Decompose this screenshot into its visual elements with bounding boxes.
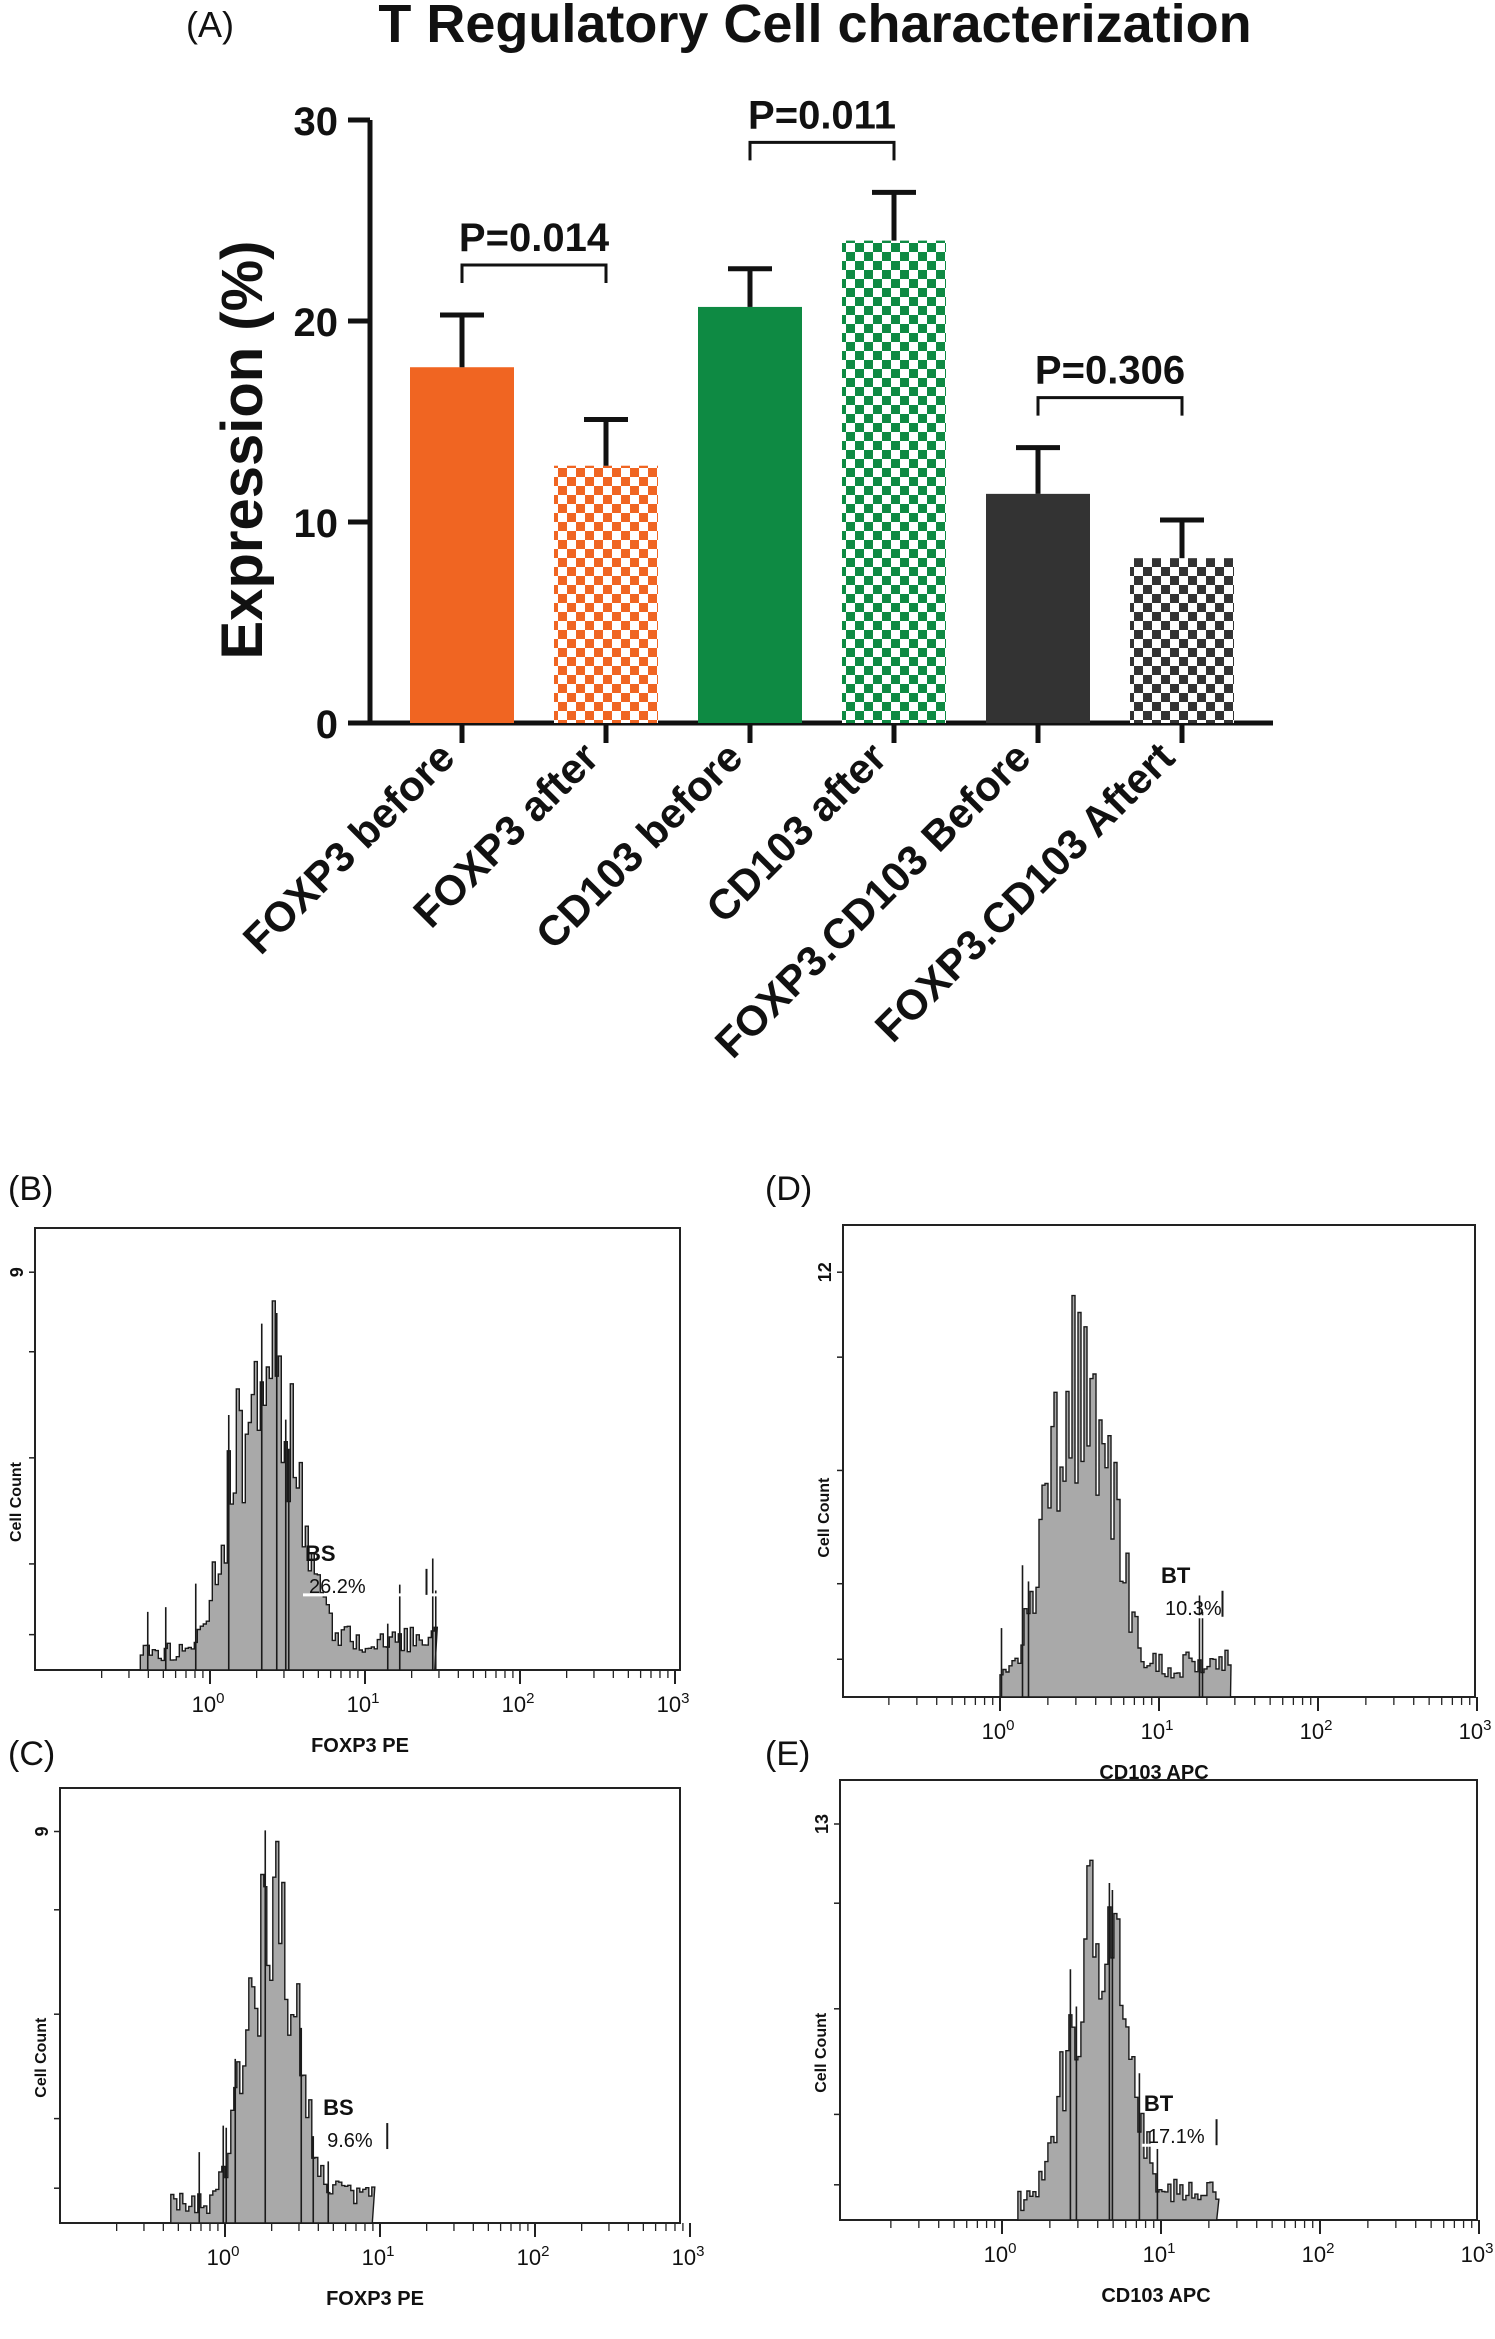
x-tick-label: 103 <box>1461 2240 1494 2267</box>
significance-bracket <box>460 263 608 283</box>
bar-foxp3-after <box>554 465 658 723</box>
x-tick-label: 100 <box>984 2240 1017 2267</box>
p-value-label: P=0.306 <box>1035 349 1185 393</box>
gate-percent: 10.3% <box>1165 1598 1222 1620</box>
chart-title: T Regulatory Cell characterization <box>378 0 1251 54</box>
panel-label: (C) <box>8 1735 55 1773</box>
x-tick-label: 101 <box>1141 1717 1174 1744</box>
bar-foxp3-before <box>410 367 514 723</box>
plot-frame <box>839 1779 1478 2221</box>
y-tick-label: 0 <box>316 703 338 747</box>
histogram-profile <box>1017 1859 1220 2221</box>
bar-foxp3-cd103-before <box>986 493 1090 723</box>
x-axis-title: FOXP3 PE <box>326 2288 424 2310</box>
gate-percent: 26.2% <box>309 1576 366 1598</box>
y-axis-label: Expression (%) <box>210 241 275 660</box>
histogram-panel-b: (B) BS 26.2% 100 101 102 103 FOXP3 PE Cell Count… <box>7 1170 689 1757</box>
gate-label: BS <box>305 1541 336 1566</box>
x-tick-label: 101 <box>362 2243 395 2270</box>
bar-cd103-after <box>842 240 946 723</box>
y-tick-label: 30 <box>294 100 339 144</box>
p-value-label: P=0.011 <box>748 93 896 137</box>
x-tick-label: 102 <box>517 2243 550 2270</box>
y-axis-title: Cell Count <box>8 1461 25 1542</box>
y-max-label: 9 <box>7 1267 27 1277</box>
x-tick-label: 102 <box>502 1690 535 1717</box>
x-tick-label: 103 <box>672 2243 705 2270</box>
histogram-panel-e: (E) BT 17.1% 100 101 102 103 CD103 APC Cell Coun… <box>765 1735 1493 2307</box>
x-tick-label: 101 <box>1143 2240 1176 2267</box>
significance-bracket <box>748 140 896 161</box>
bar-chart-panel-a: (A) T Regulatory Cell characterization E… <box>186 0 1273 1067</box>
x-tick-label: 102 <box>1302 2240 1335 2267</box>
x-axis-title: FOXP3 PE <box>311 1735 409 1757</box>
plot-frame <box>842 1224 1476 1698</box>
panel-label-a: (A) <box>186 4 234 45</box>
x-tick-label: 100 <box>207 2243 240 2270</box>
y-tick-label: 10 <box>294 502 339 546</box>
gate-percent: 9.6% <box>327 2130 373 2152</box>
x-tick-label: 102 <box>1300 1717 1333 1744</box>
y-axis-title: Cell Count <box>816 1477 833 1558</box>
x-tick-label: 103 <box>657 1690 690 1717</box>
x-axis-title: CD103 APC <box>1099 1762 1208 1784</box>
y-axis-title: Cell Count <box>813 2012 830 2093</box>
bar-foxp3-cd103-aftert <box>1130 558 1234 723</box>
histogram-profile <box>139 1300 439 1671</box>
gate-label: BS <box>323 2095 354 2120</box>
panel-label: (B) <box>8 1170 53 1208</box>
x-tick-label: 103 <box>1459 1717 1492 1744</box>
y-tick-label: 20 <box>294 301 339 345</box>
plot-frame <box>59 1787 681 2224</box>
y-max-label: 9 <box>32 1826 52 1836</box>
gate-label: BT <box>1161 1563 1191 1588</box>
x-tick-label: 100 <box>982 1717 1015 1744</box>
gate-percent: 17.1% <box>1148 2126 1205 2148</box>
y-axis-title: Cell Count <box>33 2017 50 2098</box>
histogram-panel-d: (D) BT 10.3% 100 101 102 103 CD103 APC Cell Coun… <box>765 1170 1491 1784</box>
histogram-profile <box>170 1840 376 2224</box>
significance-bracket <box>1036 396 1184 416</box>
plot-frame <box>34 1227 681 1671</box>
histogram-profile <box>999 1294 1232 1698</box>
p-value-label: P=0.014 <box>459 216 610 260</box>
bar-cd103-before <box>698 306 802 723</box>
x-tick-label: 101 <box>347 1690 380 1717</box>
y-max-label: 13 <box>812 1814 832 1834</box>
y-max-label: 12 <box>815 1262 835 1282</box>
x-tick-label: 100 <box>192 1690 225 1717</box>
gate-label: BT <box>1144 2091 1174 2116</box>
panel-label: (E) <box>765 1735 810 1773</box>
x-axis-title: CD103 APC <box>1101 2285 1210 2307</box>
histogram-panel-c: (C) BS 9.6% 100 101 102 103 FOXP3 PE Cell Count 9 <box>8 1735 704 2310</box>
panel-label: (D) <box>765 1170 812 1208</box>
